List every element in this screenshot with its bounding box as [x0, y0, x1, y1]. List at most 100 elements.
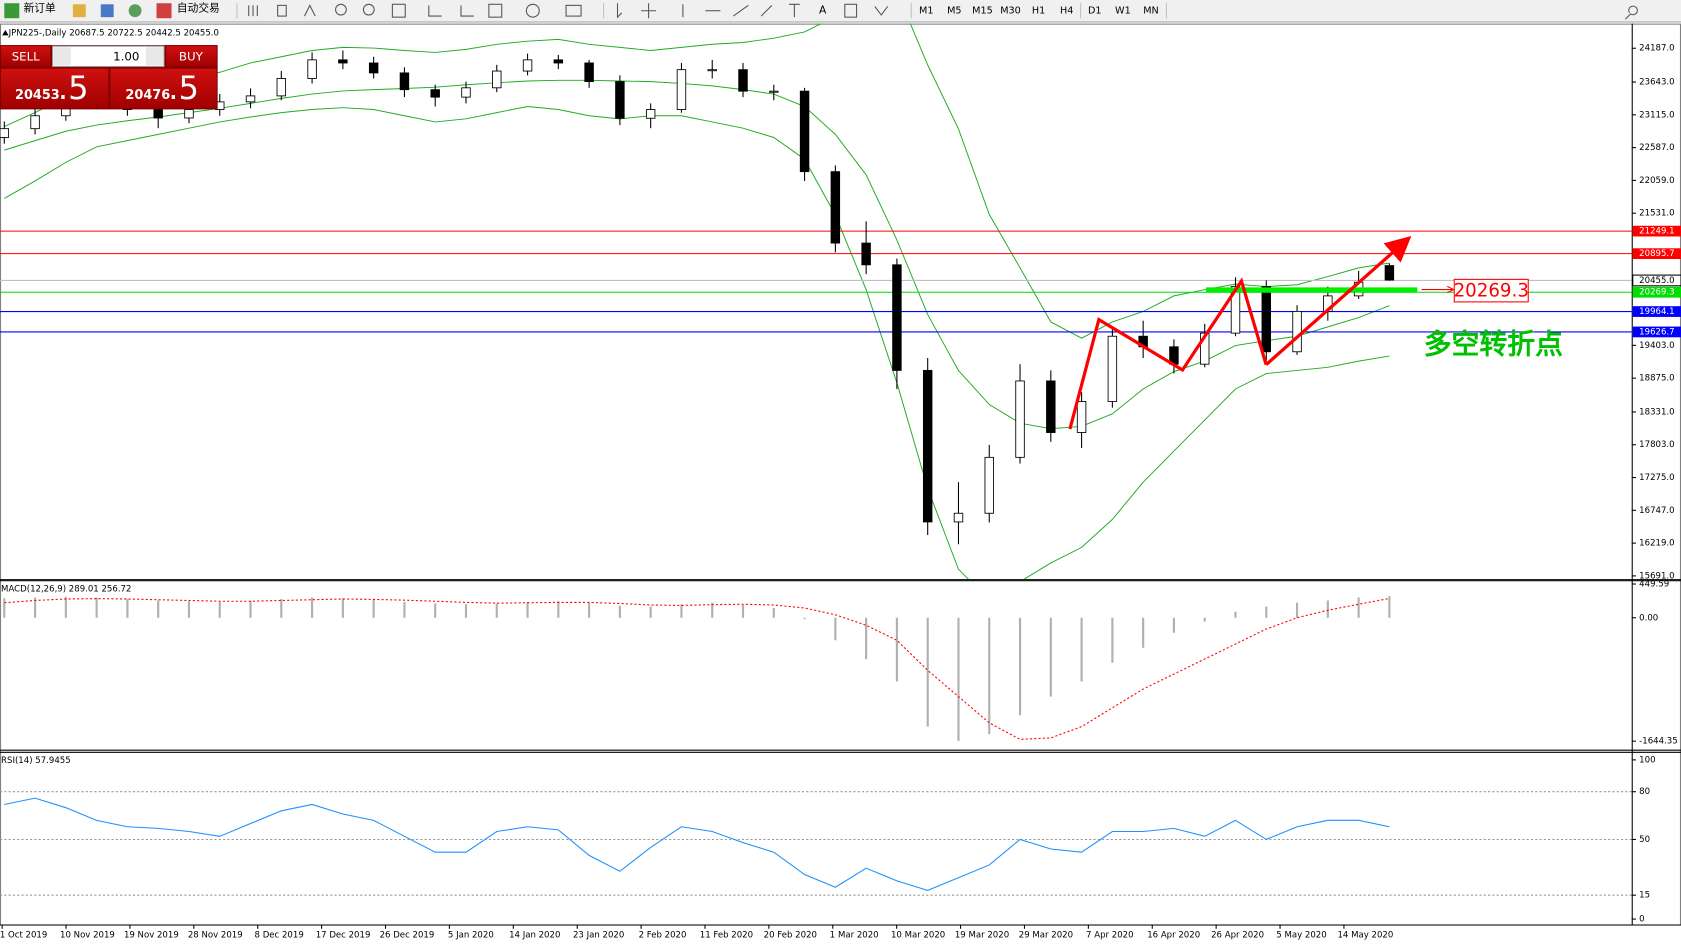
candle-body	[1015, 380, 1025, 458]
macd-title: MACD(12,26,9) 289.01 256.72	[1, 584, 131, 594]
x-tick-label: 14 May 2020	[1337, 931, 1393, 941]
y-tick-label: 17803.0	[1639, 440, 1674, 450]
toolbar-icon[interactable]	[100, 4, 114, 18]
x-tick-label: 2 Feb 2020	[639, 931, 687, 941]
x-tick-label: 10 Nov 2019	[60, 931, 115, 941]
timeframe-button[interactable]: D1	[1088, 6, 1102, 17]
new-order-button[interactable]: 新订单	[24, 2, 56, 15]
new-order-icon[interactable]	[4, 3, 20, 19]
buy-price[interactable]: 20476	[125, 88, 170, 103]
svg-text:A: A	[819, 4, 827, 17]
y-tick-label: -1644.35	[1639, 737, 1677, 747]
toolbar-icon[interactable]	[72, 4, 86, 18]
timeframe-button[interactable]: W1	[1115, 6, 1131, 17]
macd-bar	[588, 602, 591, 618]
x-tick-label: 1 Mar 2020	[830, 931, 879, 941]
sell-price-box[interactable]	[1, 68, 109, 109]
candle-body	[184, 109, 194, 119]
x-tick-label: 10 Mar 2020	[891, 931, 945, 941]
buy-button[interactable]	[166, 46, 217, 67]
bollinger-band	[4, 106, 1390, 580]
macd-bar	[1388, 596, 1391, 618]
macd-bar	[187, 601, 191, 618]
callout-text: 20269.3	[1454, 281, 1529, 302]
macd-bar	[434, 603, 437, 618]
toolbar-separators	[236, 3, 1167, 19]
candle-body	[707, 69, 717, 72]
x-tick-label: 19 Mar 2020	[955, 931, 1009, 941]
candle-body	[430, 89, 440, 98]
timeframe-button[interactable]: MN	[1143, 6, 1159, 17]
macd-bar	[95, 597, 98, 618]
toolbar-icon[interactable]	[128, 4, 142, 18]
macd-bar	[126, 598, 129, 618]
toolbar-icons[interactable]: A	[248, 3, 889, 19]
auto-trading-button[interactable]: 自动交易	[177, 2, 220, 15]
sell-price[interactable]: 20453	[15, 88, 60, 103]
sell-pips[interactable]: .5	[58, 69, 89, 107]
y-tick-label: 50	[1639, 835, 1650, 845]
timeframe-button[interactable]: M30	[1000, 6, 1021, 17]
macd-bar	[1049, 617, 1052, 697]
candle-body	[830, 171, 841, 244]
y-tick-label: 16219.0	[1639, 539, 1674, 549]
timeframe-button[interactable]: M15	[972, 6, 993, 17]
chart-title: JPN225-,Daily 20687.5 20722.5 20442.5 20…	[8, 29, 219, 39]
search-icon[interactable]	[1624, 5, 1638, 20]
candle-body	[276, 78, 287, 97]
timeframe-button[interactable]: H1	[1032, 6, 1045, 17]
price-level-box	[1632, 286, 1681, 298]
x-tick-label: 1 Oct 2019	[0, 931, 47, 941]
macd-bar	[311, 597, 314, 618]
macd-bar	[403, 602, 406, 618]
y-tick-label: 23643.0	[1639, 78, 1674, 88]
sell-button[interactable]	[1, 46, 51, 67]
timeframe-button[interactable]: M1	[919, 6, 933, 17]
timeframe-button[interactable]: M5	[947, 6, 961, 17]
y-tick-label: 0.00	[1639, 613, 1658, 623]
lot-up[interactable]	[145, 47, 163, 66]
candle-body	[368, 62, 379, 74]
price-level-label: 20455.0	[1639, 276, 1674, 286]
candle-body	[645, 109, 656, 119]
macd-bar	[557, 601, 560, 618]
macd-bar	[1357, 597, 1360, 618]
callout-pointer	[1421, 285, 1454, 294]
buy-price-box[interactable]	[110, 68, 217, 109]
lot-value[interactable]: 1.00	[113, 49, 139, 63]
candle-body	[1107, 335, 1118, 402]
y-tick-label: 22059.0	[1639, 176, 1674, 186]
price-level-box	[1632, 306, 1681, 317]
timeframe-button[interactable]: H4	[1060, 6, 1073, 17]
buy-label[interactable]: BUY	[179, 49, 204, 63]
lot-down[interactable]	[53, 47, 71, 66]
lot-input[interactable]	[51, 45, 165, 68]
y-tick-label: 22587.0	[1639, 143, 1674, 153]
price-level-box	[1632, 326, 1681, 338]
zigzag-line	[1068, 277, 1268, 430]
macd-bar	[1142, 617, 1145, 648]
buy-pips[interactable]: .5	[168, 69, 199, 107]
callout-box	[1453, 278, 1529, 303]
pivot-note: 多空转折点	[1424, 327, 1563, 360]
x-tick-label: 14 Jan 2020	[509, 931, 560, 941]
trend-arrow	[1265, 235, 1412, 366]
candle-body	[615, 81, 625, 119]
axes: 24187.0 23643.0 23115.0 22587.0 22059.0 21531…	[0, 44, 1681, 941]
y-tick-label: 21531.0	[1639, 209, 1674, 219]
macd-bar	[1295, 602, 1299, 618]
sell-label[interactable]: SELL	[12, 49, 40, 63]
candle-body	[338, 59, 348, 64]
candle-body	[1199, 332, 1210, 365]
x-tick-label: 28 Nov 2019	[188, 931, 243, 941]
macd-bar	[1203, 617, 1206, 622]
price-level-label: 20895.7	[1639, 249, 1674, 259]
candle-body	[984, 456, 994, 514]
macd-bar	[834, 617, 837, 641]
price-level-box	[1632, 274, 1681, 287]
auto-trading-icon[interactable]	[156, 3, 172, 19]
macd-bar	[680, 604, 683, 618]
x-tick-label: 16 Apr 2020	[1147, 931, 1200, 941]
price-level-label: 19626.7	[1639, 327, 1674, 337]
